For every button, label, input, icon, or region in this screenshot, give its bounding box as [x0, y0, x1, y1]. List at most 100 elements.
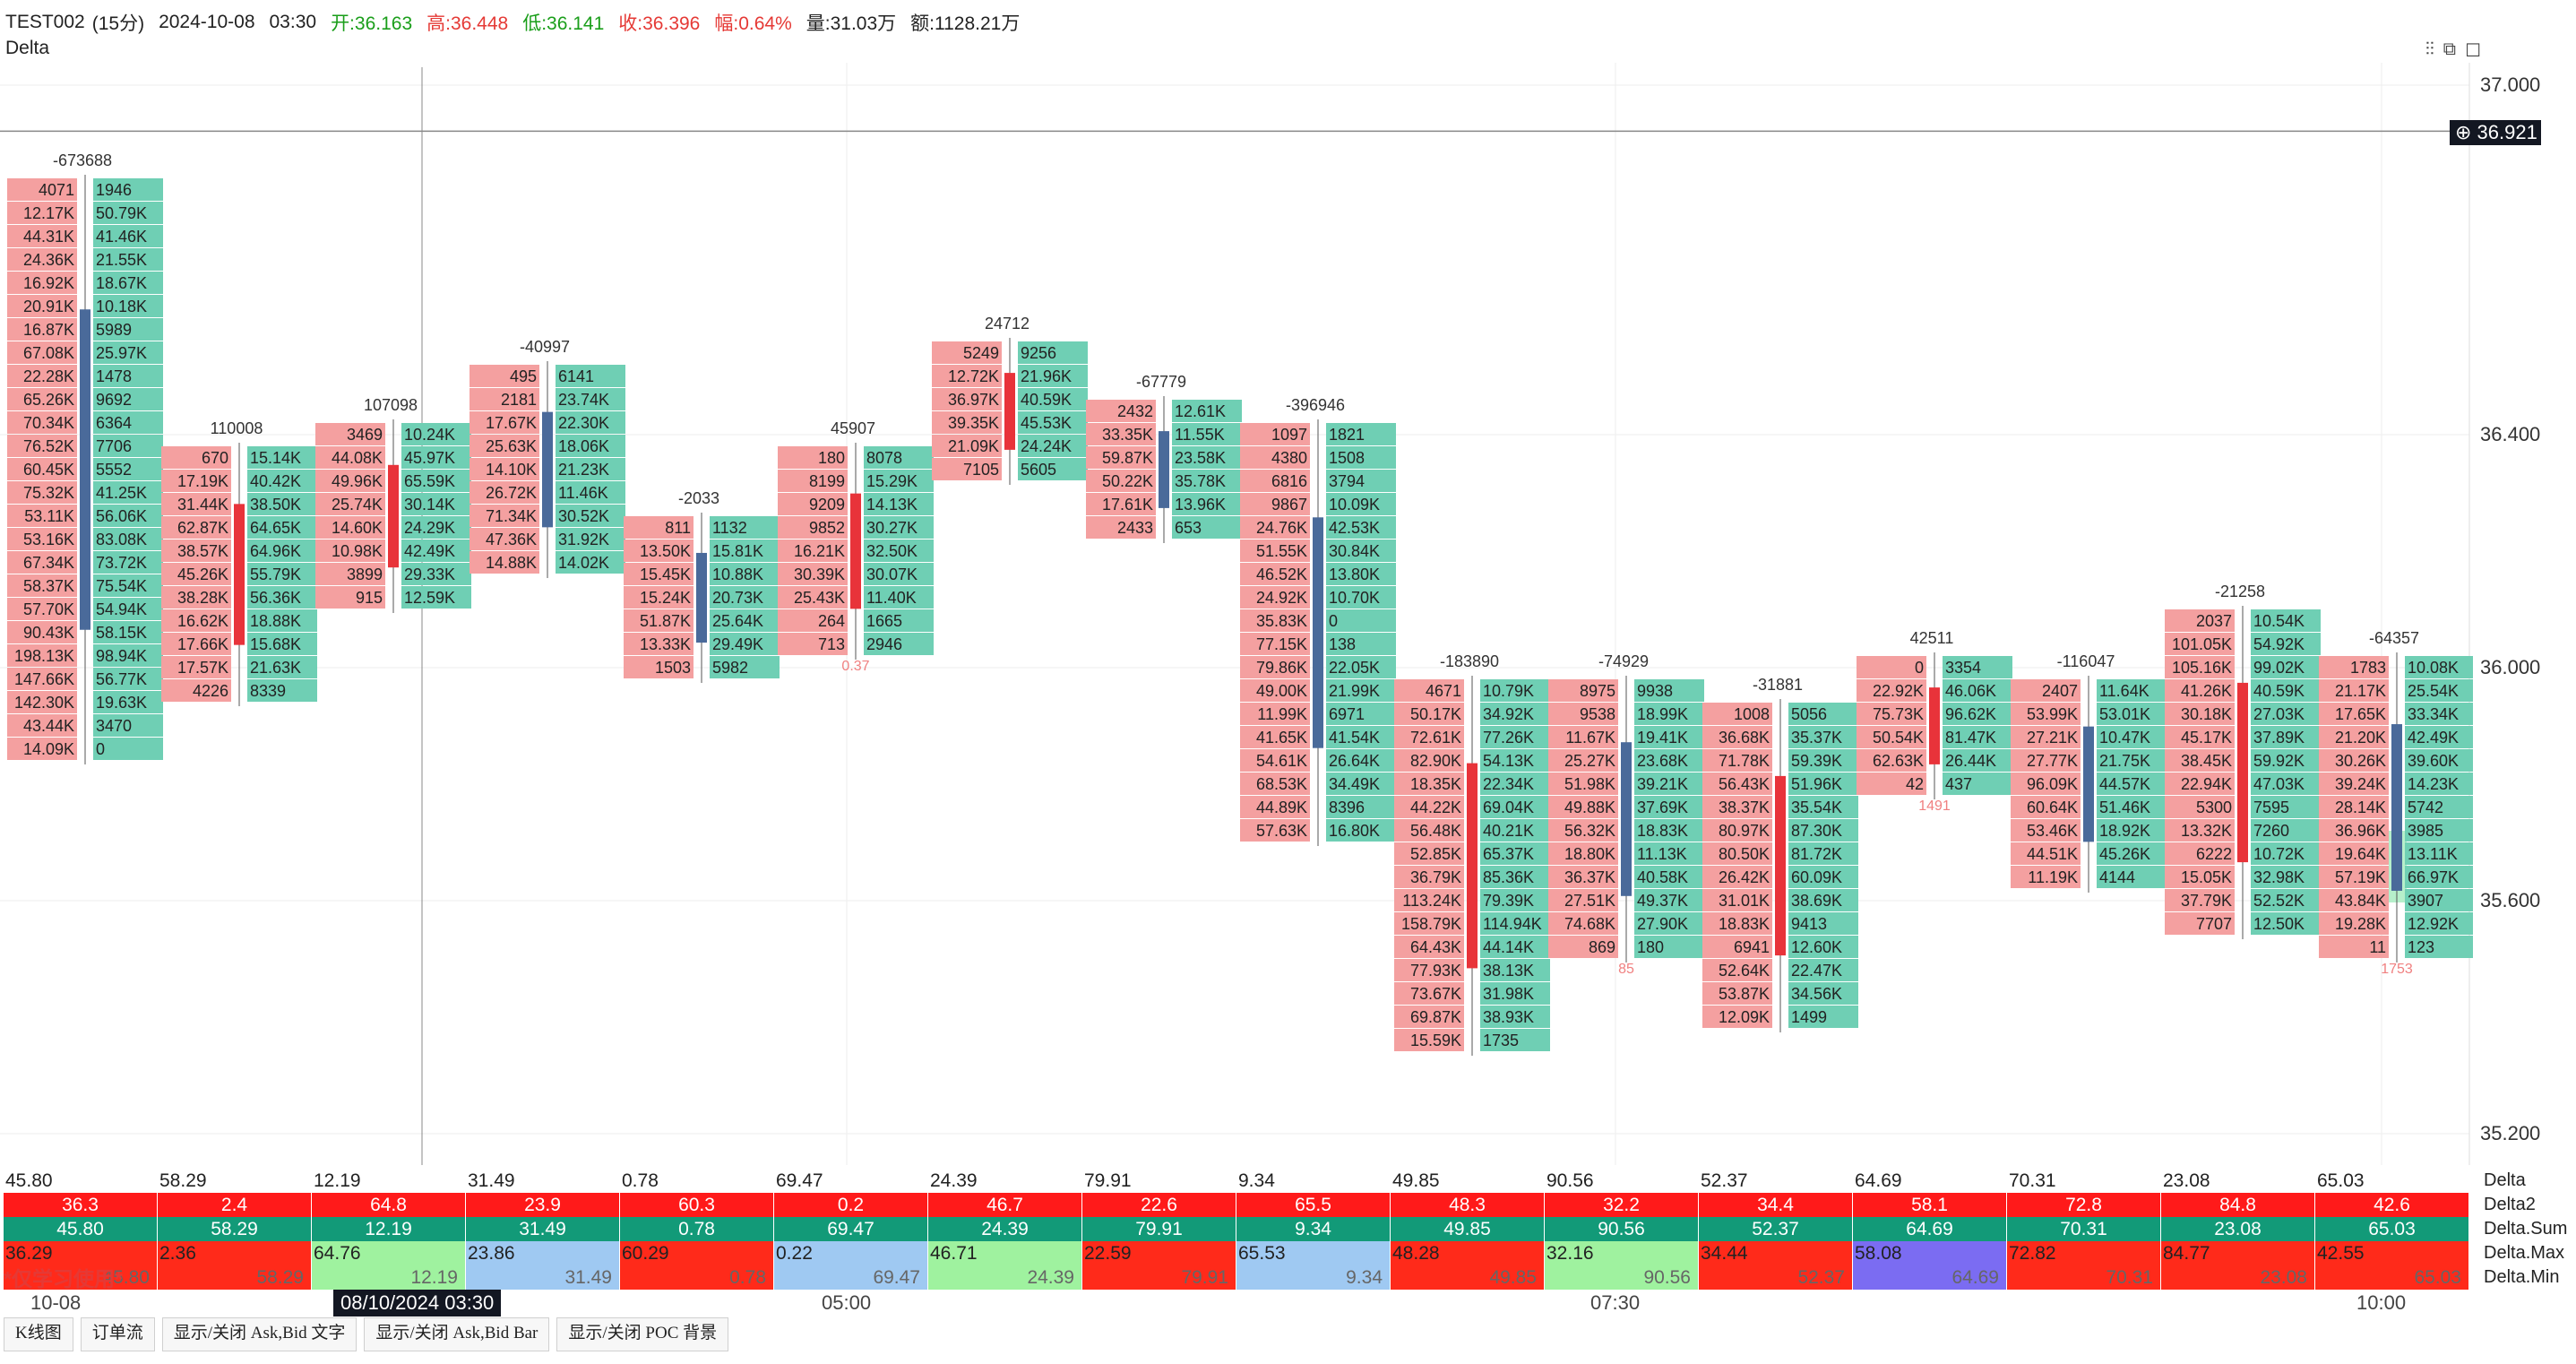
bid-cell [932, 435, 1002, 457]
ask-volume-label: 138 [1329, 635, 1356, 653]
delta-cell: 0.78 [622, 1170, 659, 1191]
ask-cell [1943, 773, 2012, 795]
footprint-candle[interactable]: -40997 495 6141 2181 23.74K 17.67K 22.30K 25.63… [470, 338, 625, 578]
bid-cell [7, 644, 77, 667]
ask-cell [93, 202, 163, 224]
toggle-askbid-text-button[interactable]: 显示/关闭 Ask,Bid 文字 [161, 1317, 358, 1351]
bid-cell [2011, 866, 2081, 888]
ask-volume-label: 19.41K [1637, 729, 1688, 747]
ask-volume-label: 40.21K [1483, 822, 1534, 840]
delta-cell: 65.5 [1236, 1193, 1390, 1217]
maximize-icon[interactable]: ☐ [2465, 41, 2481, 61]
bid-volume-label: 4671 [1426, 682, 1461, 700]
bid-cell [1394, 889, 1464, 911]
footprint-chart[interactable]: -673688 4071 1946 12.17K 50.79K 44.31K 41.46K 2… [0, 63, 2473, 1165]
footprint-candle[interactable]: -67779 2432 12.61K 33.35K 11.55K 59.87K 23.58K… [1086, 373, 1242, 543]
bid-cell [1857, 773, 1926, 795]
ask-volume-label: 44.14K [1483, 938, 1534, 956]
toggle-askbid-bar-button[interactable]: 显示/关闭 Ask,Bid Bar [364, 1317, 550, 1351]
ask-cell [2405, 726, 2473, 748]
footprint-candle[interactable]: 45907 180 8078 8199 15.29K 9209 14.13K 9852 30.2… [778, 419, 934, 674]
bid-volume-label: 36.37K [1564, 868, 1615, 886]
bid-cell [1240, 749, 1310, 772]
ask-volume-label: 81.72K [1791, 845, 1842, 863]
footprint-candle[interactable]: 107098 3469 10.24K 44.08K 45.97K 49.96K 65.59K… [315, 396, 471, 613]
bid-cell [470, 365, 539, 387]
time-label: 03:30 [269, 12, 317, 32]
delta-total-label: -116047 [2057, 652, 2115, 670]
ask-volume-label: 9938 [1637, 682, 1673, 700]
ask-cell [1480, 936, 1550, 958]
ask-cell [93, 528, 163, 550]
bid-cell [1240, 516, 1310, 539]
footprint-candle[interactable]: -116047 2407 11.64K 53.99K 53.01K 27.21K 10.47… [2011, 652, 2167, 893]
ask-cell [401, 446, 471, 469]
bid-cell [1702, 936, 1772, 958]
footprint-candle[interactable]: -74929 8975 9938 9538 18.99K 11.67K 19.41K 25.2… [1548, 652, 1704, 977]
footprint-candle[interactable]: -396946 1097 1821 4380 1508 6816 3794 9867 10.09… [1240, 396, 1396, 846]
copy-icon[interactable]: ⧉ [2442, 39, 2457, 59]
kline-button[interactable]: K线图 [4, 1317, 73, 1351]
ask-volume-label: 22.30K [558, 414, 609, 432]
delta-total-label: -74929 [1598, 652, 1649, 670]
footprint-candle[interactable]: -31881 1008 5056 36.68K 35.37K 71.78K 59.39K 56… [1702, 676, 1858, 1032]
ask-cell [1326, 423, 1396, 445]
candle-body [850, 493, 861, 609]
footprint-candle[interactable]: 110008 670 15.14K 17.19K 40.42K 31.44K 38.50K 6… [161, 419, 317, 706]
toggle-poc-background-button[interactable]: 显示/关闭 POC 背景 [556, 1317, 729, 1351]
ask-cell [1326, 819, 1396, 842]
ask-cell [2405, 866, 2473, 888]
bid-cell [470, 458, 539, 480]
delta-cell: 69.47 [776, 1170, 823, 1191]
bid-cell [778, 609, 848, 632]
footprint-candle[interactable]: -21258 2037 10.54K 101.05K 54.92K 105.16K 99.0… [2165, 583, 2321, 939]
bid-volume-label: 49.00K [1256, 682, 1307, 700]
bid-volume-label: 27.77K [2027, 752, 2078, 770]
ask-cell [1634, 912, 1704, 935]
bid-volume-label: 17.67K [486, 414, 537, 432]
footprint-candle[interactable]: -64357 1783 10.08K 21.17K 25.54K 17.65K 33.34K… [2319, 629, 2473, 977]
bid-cell [624, 633, 694, 655]
ask-volume-label: 26.64K [1329, 752, 1380, 770]
bid-volume-label: 27.21K [2027, 729, 2078, 747]
time-axis[interactable]: 10-08 05:00 07:30 10:00 [0, 1289, 2473, 1317]
ask-cell [1634, 773, 1704, 795]
ask-cell [2251, 796, 2321, 818]
footprint-candle[interactable]: 42511 0 3354 22.92K 46.06K 75.73K 96.62K 50.54K… [1857, 629, 2012, 814]
bid-cell [1240, 470, 1310, 492]
ask-cell [93, 714, 163, 737]
ask-cell [1788, 749, 1858, 772]
footprint-candle[interactable]: -673688 4071 1946 12.17K 50.79K 44.31K 41.46K 2… [7, 151, 163, 764]
range-value: 幅:0.64% [714, 13, 792, 34]
bid-cell [2165, 819, 2235, 842]
price-axis[interactable]: 37.000 36.400 36.000 35.600 35.200 [2469, 63, 2576, 1144]
bid-volume-label: 30.18K [2181, 705, 2232, 723]
bid-cell [778, 540, 848, 562]
footprint-candle[interactable]: 24712 5249 9256 12.72K 21.96K 36.97K 40.59K 39.… [932, 315, 1088, 485]
ask-cell [2251, 866, 2321, 888]
bid-volume-label: 18.83K [1719, 915, 1770, 933]
settings-sliders-icon[interactable]: ⫶⫶ [2425, 39, 2434, 59]
delta-cell: 49.85 [1392, 1170, 1440, 1191]
delta-cell: 31.49 [466, 1217, 619, 1241]
ask-volume-label: 69.04K [1483, 799, 1534, 816]
ask-volume-label: 7260 [2253, 822, 2289, 840]
candle-body [1467, 763, 1478, 969]
bid-cell [1086, 423, 1156, 445]
ask-volume-label: 25.97K [96, 344, 147, 362]
delta-cell: 64.69 [1855, 1170, 1902, 1191]
footprint-candle[interactable]: -2033 811 1132 13.50K 15.81K 15.45K 10.88K 15.2… [624, 489, 780, 683]
bid-volume-label: 46.52K [1256, 565, 1307, 583]
ask-volume-label: 0 [1329, 612, 1338, 630]
bid-cell [2319, 796, 2389, 818]
ask-volume-label: 10.18K [96, 298, 147, 315]
order-flow-button[interactable]: 订单流 [80, 1317, 155, 1351]
bid-cell [7, 341, 77, 364]
bid-cell [7, 691, 77, 713]
ask-volume-label: 37.89K [2253, 729, 2305, 747]
ask-cell [1788, 773, 1858, 795]
bid-cell [932, 341, 1002, 364]
bid-volume-label: 26.72K [486, 484, 537, 502]
footprint-candle[interactable]: -183890 4671 10.79K 50.17K 34.92K 72.61K 77.26… [1394, 652, 1550, 1056]
ask-volume-label: 10.70K [1329, 589, 1380, 607]
